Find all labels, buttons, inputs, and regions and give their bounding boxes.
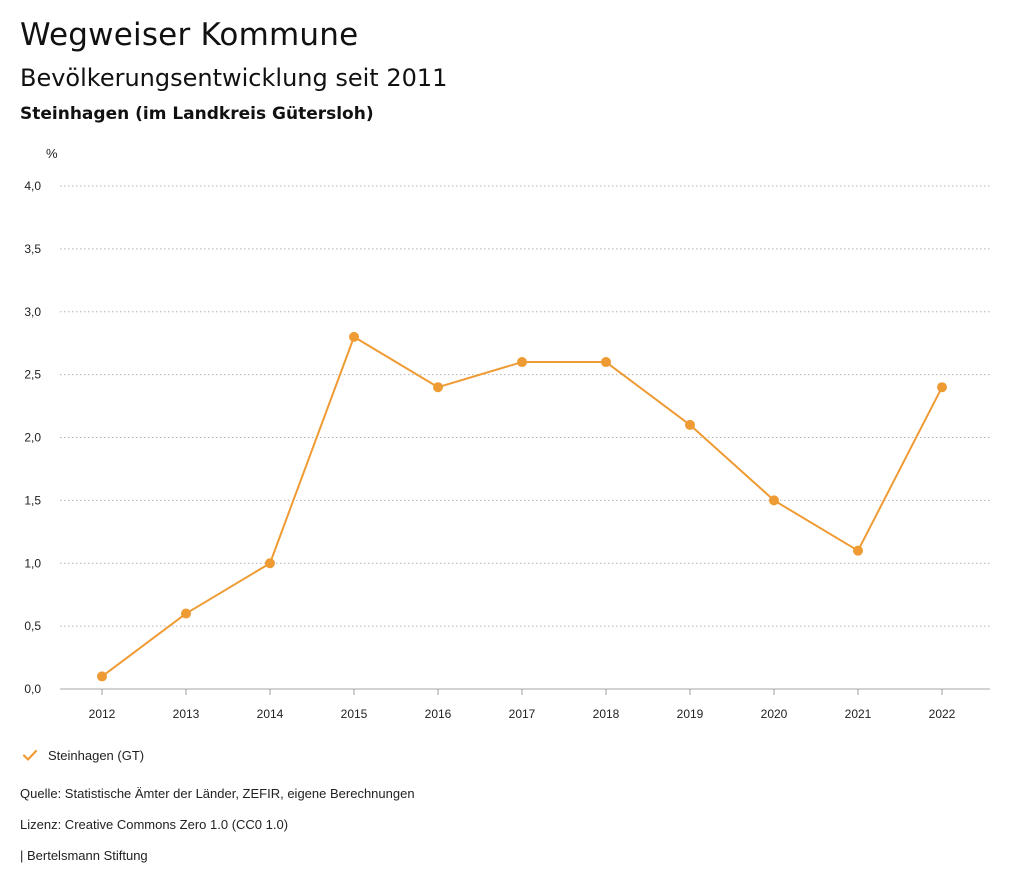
x-tick-label: 2017 <box>509 707 536 721</box>
legend[interactable]: Steinhagen (GT) <box>20 745 144 765</box>
region-title: Steinhagen (im Landkreis Gütersloh) <box>20 104 374 124</box>
axis-layer: % 0,0 0,5 1,0 1,5 2,0 2,5 3,0 3,5 4,0 2012 2013 2014… <box>24 146 955 721</box>
data-point-2019[interactable] <box>685 419 695 430</box>
data-point-2020[interactable] <box>769 495 779 506</box>
x-tick-label: 2012 <box>89 707 116 721</box>
data-point-2013[interactable] <box>181 608 191 619</box>
data-point-2012[interactable] <box>97 671 107 682</box>
x-tick-label: 2022 <box>929 707 956 721</box>
y-tick-label: 1,5 <box>24 493 41 507</box>
grid-layer <box>60 185 990 690</box>
x-tick-label: 2013 <box>173 707 200 721</box>
x-tick-label: 2019 <box>677 707 704 721</box>
x-tick-label: 2021 <box>845 707 872 721</box>
y-tick-label: 0,0 <box>24 682 41 696</box>
data-point-2021[interactable] <box>853 545 863 556</box>
data-point-2014[interactable] <box>265 558 275 569</box>
data-point-2018[interactable] <box>601 357 611 368</box>
y-tick-label: 0,5 <box>24 619 41 633</box>
page-title: Wegweiser Kommune <box>20 17 359 53</box>
data-point-2017[interactable] <box>517 357 527 368</box>
source-text: Quelle: Statistische Ämter der Länder, Z… <box>20 786 415 801</box>
x-tick-label: 2018 <box>593 707 620 721</box>
data-point-2022[interactable] <box>937 382 947 393</box>
license-text: Lizenz: Creative Commons Zero 1.0 (CC0 1… <box>20 817 289 832</box>
line-chart: % 0,0 0,5 1,0 1,5 2,0 2,5 3,0 3,5 4,0 2012 2013 2014… <box>24 146 990 721</box>
series-line-steinhagen <box>101 335 943 678</box>
x-tick-label: 2016 <box>425 707 452 721</box>
y-axis-unit: % <box>46 146 58 161</box>
chart-subtitle: Bevölkerungsentwicklung seit 2011 <box>20 64 448 92</box>
x-tick-label: 2015 <box>341 707 368 721</box>
check-icon[interactable] <box>20 745 40 765</box>
y-tick-label: 2,0 <box>24 431 41 445</box>
x-tick-label: 2020 <box>761 707 788 721</box>
series-layer <box>97 331 947 682</box>
y-tick-label: 2,5 <box>24 368 41 382</box>
legend-label: Steinhagen (GT) <box>48 747 145 763</box>
x-tick-label: 2014 <box>257 707 284 721</box>
data-point-2015[interactable] <box>349 331 359 342</box>
y-tick-label: 4,0 <box>24 179 41 193</box>
y-tick-label: 3,5 <box>24 242 41 256</box>
y-tick-label: 3,0 <box>24 305 41 319</box>
y-tick-label: 1,0 <box>24 556 41 570</box>
data-point-2016[interactable] <box>433 382 443 393</box>
publisher-text: | Bertelsmann Stiftung <box>20 848 148 863</box>
